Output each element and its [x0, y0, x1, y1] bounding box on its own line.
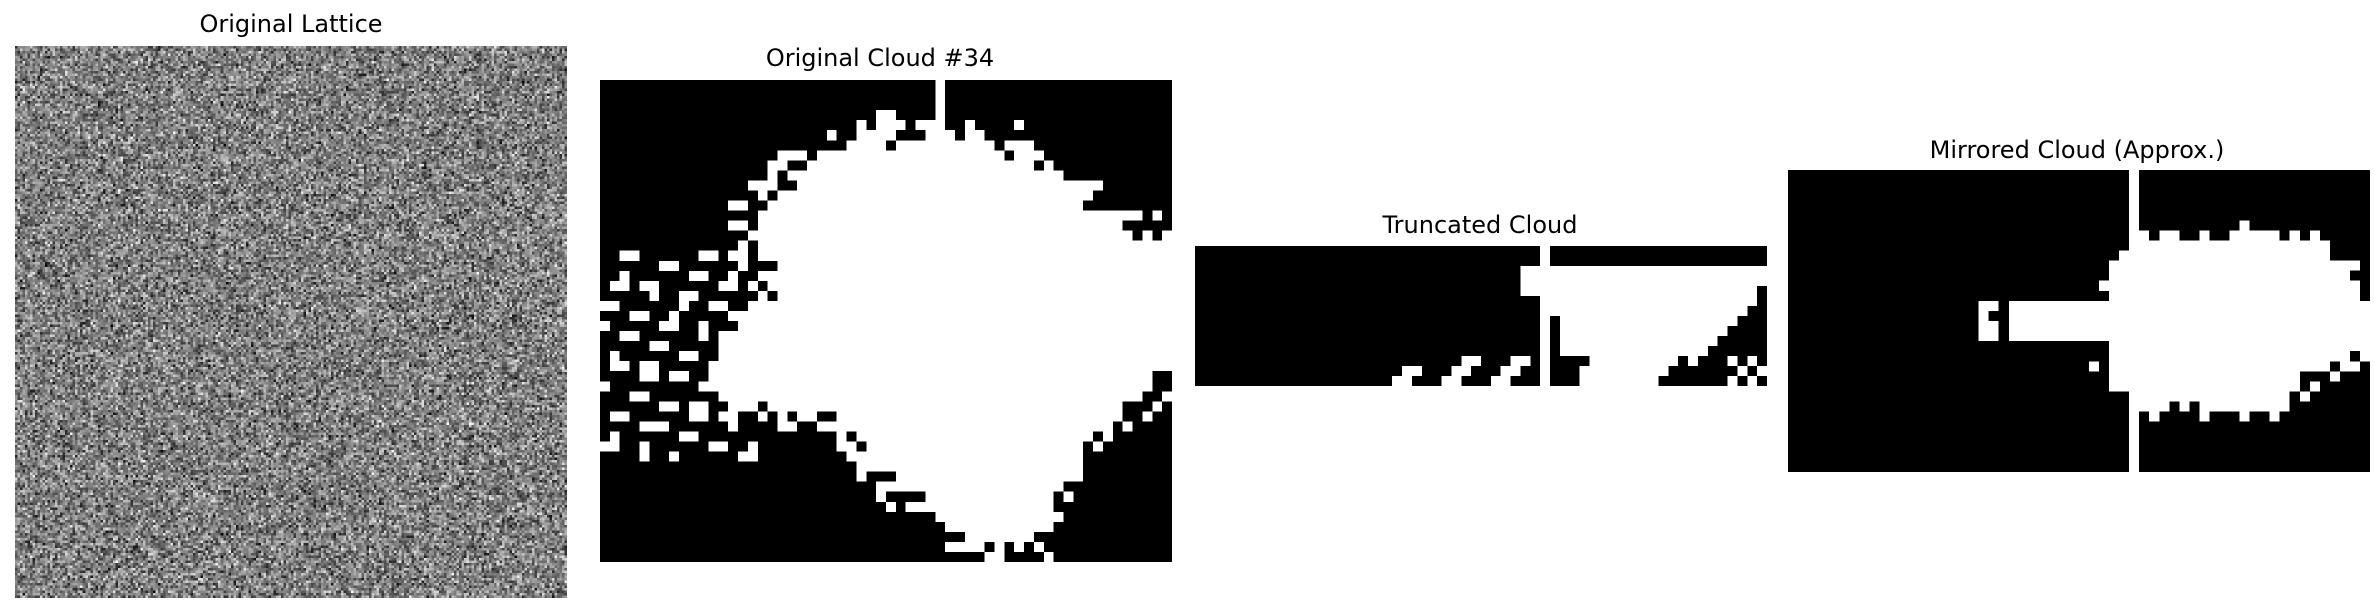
panel-truncated-cloud: Truncated Cloud	[1180, 0, 1780, 611]
panel-original-cloud: Original Cloud #34	[584, 0, 1176, 611]
panel-title: Original Lattice	[199, 10, 383, 38]
truncated-cloud-image	[1195, 246, 1767, 396]
panel-title: Mirrored Cloud (Approx.)	[1929, 136, 2225, 164]
panel-original-lattice: Original Lattice	[0, 0, 582, 611]
panel-title: Truncated Cloud	[1382, 211, 1578, 239]
lattice-image	[15, 46, 567, 598]
panel-title: Original Cloud #34	[765, 44, 995, 72]
panel-mirrored-cloud: Mirrored Cloud (Approx.)	[1780, 0, 2374, 611]
cloud-image	[600, 80, 1172, 562]
mirrored-cloud-image	[1788, 170, 2370, 472]
